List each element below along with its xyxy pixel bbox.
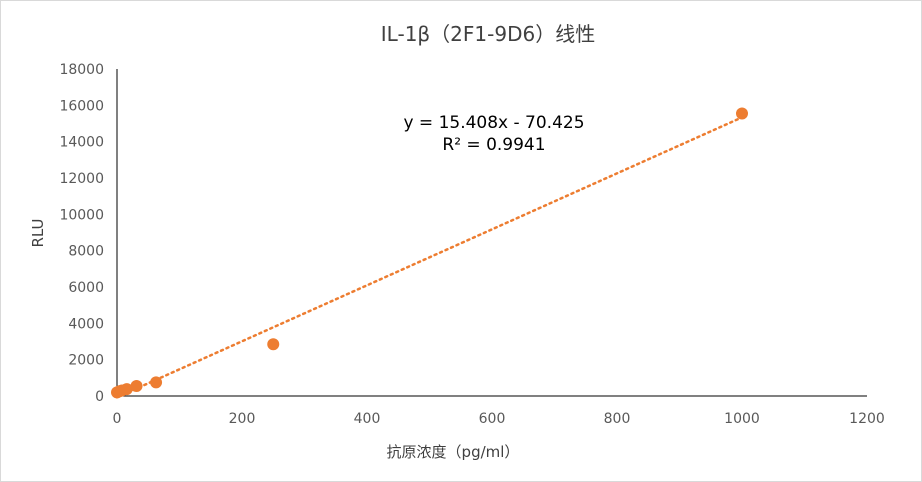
y-tick-label: 12000 bbox=[59, 171, 104, 187]
data-point bbox=[150, 376, 163, 389]
data-point bbox=[120, 383, 133, 396]
axes-group bbox=[116, 69, 867, 397]
data-point bbox=[130, 380, 143, 393]
y-tick-label: 18000 bbox=[59, 62, 104, 78]
trendline-equation: y = 15.408x - 70.425 bbox=[403, 113, 584, 133]
data-point bbox=[267, 338, 280, 351]
r-squared-label: R² = 0.9941 bbox=[442, 135, 545, 155]
x-tick-label: 600 bbox=[479, 411, 506, 427]
y-tick-label: 2000 bbox=[68, 353, 104, 369]
data-point bbox=[736, 107, 748, 120]
x-tick-label: 200 bbox=[229, 411, 256, 427]
x-tick-label: 400 bbox=[354, 411, 381, 427]
x-tick-label: 1000 bbox=[724, 411, 760, 427]
trendline-group bbox=[115, 116, 744, 399]
y-tick-label: 0 bbox=[95, 389, 104, 405]
y-tick-label: 10000 bbox=[59, 207, 104, 223]
y-tick-label: 16000 bbox=[59, 98, 104, 114]
x-axis-label: 抗原浓度（pg/ml） bbox=[387, 443, 520, 461]
chart-title: IL-1β（2F1-9D6）线性 bbox=[381, 22, 595, 46]
y-tick-label: 4000 bbox=[68, 316, 104, 332]
x-tick-label: 1200 bbox=[849, 411, 885, 427]
tick-labels-group: 0200040006000800010000120001400016000180… bbox=[59, 62, 884, 427]
x-tick-label: 0 bbox=[113, 411, 122, 427]
y-axis-label: RLU bbox=[29, 218, 47, 247]
y-tick-label: 8000 bbox=[68, 244, 104, 260]
x-tick-label: 800 bbox=[604, 411, 631, 427]
y-tick-label: 14000 bbox=[59, 135, 104, 151]
y-tick-label: 6000 bbox=[68, 280, 104, 296]
data-points-group bbox=[111, 107, 748, 399]
trendline bbox=[115, 116, 744, 399]
